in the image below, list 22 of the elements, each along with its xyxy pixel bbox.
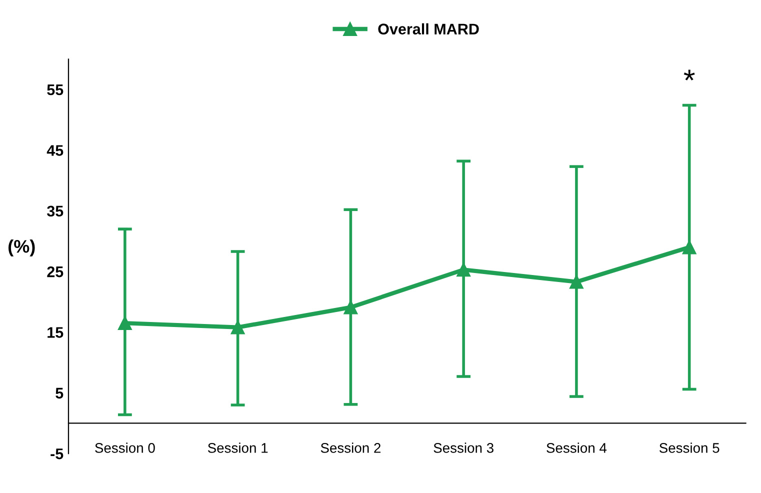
y-tick-label: 45 bbox=[46, 145, 64, 156]
x-tick-label: Session 1 bbox=[208, 442, 268, 453]
y-axis-title: (%) bbox=[8, 240, 35, 256]
point bbox=[570, 274, 584, 289]
y-tick-label: 35 bbox=[46, 206, 64, 217]
x-tick-label: Session 3 bbox=[434, 442, 494, 453]
y-tick-label: -5 bbox=[50, 448, 64, 460]
annotation: * bbox=[684, 70, 695, 80]
y-tick-label: 15 bbox=[48, 327, 64, 338]
y-tick-label: 5 bbox=[56, 388, 64, 399]
point bbox=[230, 320, 245, 334]
x-tick-label: Session 0 bbox=[95, 442, 155, 453]
point bbox=[118, 316, 132, 330]
legend-label: Overall MARD bbox=[378, 23, 479, 34]
point bbox=[682, 240, 696, 254]
x-tick-label: Session 5 bbox=[659, 442, 720, 453]
y-tick-label: 55 bbox=[47, 84, 64, 96]
point bbox=[344, 300, 358, 314]
y-tick-label: 25 bbox=[47, 266, 64, 278]
x-tick-label: Session 4 bbox=[546, 442, 607, 453]
x-tick-label: Session 2 bbox=[320, 442, 380, 453]
point bbox=[456, 262, 471, 277]
